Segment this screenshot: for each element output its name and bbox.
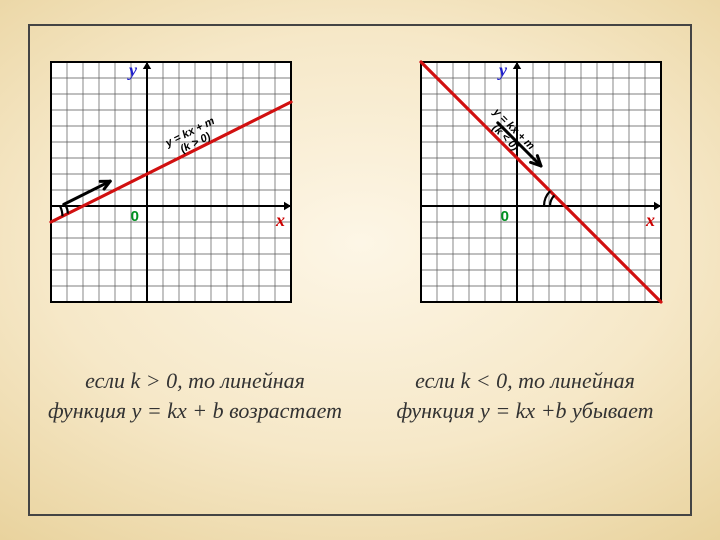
slide-root: xy0y = kx + m(k > 0) xy0y = kx + m(k < 0… [0,0,720,540]
captions-row: если k > 0, то линейная функция y = kx +… [30,366,690,425]
left-graph: xy0y = kx + m(k > 0) [35,46,315,316]
svg-text:x: x [275,210,285,230]
svg-text:y: y [497,60,508,80]
svg-text:y: y [127,60,138,80]
svg-text:0: 0 [131,208,139,225]
right-caption: если k < 0, то линейная функция y = kx +… [375,366,675,425]
slide-frame: xy0y = kx + m(k > 0) xy0y = kx + m(k < 0… [28,24,692,516]
charts-row: xy0y = kx + m(k > 0) xy0y = kx + m(k < 0… [30,46,690,316]
right-graph: xy0y = kx + m(k < 0) [405,46,685,316]
svg-text:x: x [645,210,655,230]
left-caption: если k > 0, то линейная функция y = kx +… [45,366,345,425]
svg-text:0: 0 [501,208,509,225]
